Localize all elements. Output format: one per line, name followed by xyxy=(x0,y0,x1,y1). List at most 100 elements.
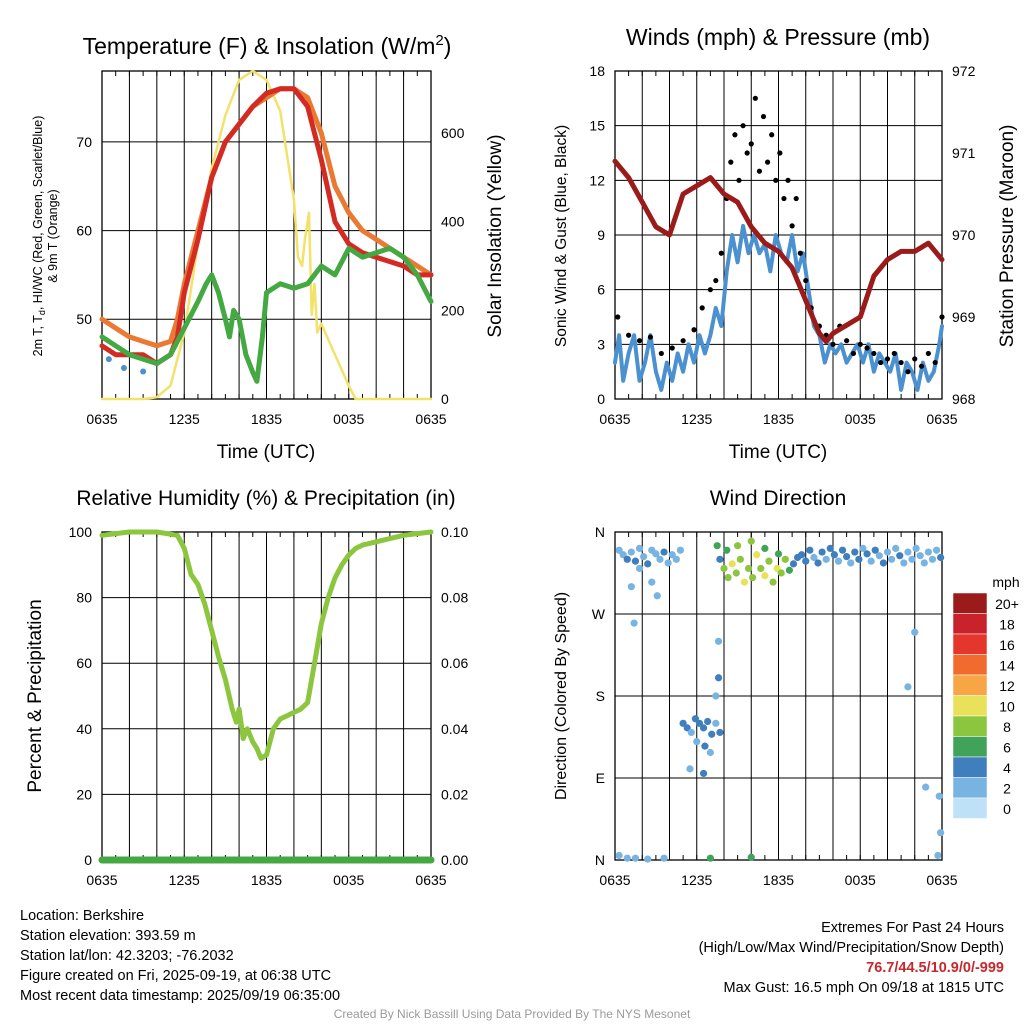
gust-dot xyxy=(740,123,746,129)
winds-x-axis-label: Time (UTC) xyxy=(729,442,828,463)
legend-label: 14 xyxy=(999,658,1015,674)
humidity-y-tick-label-left: 20 xyxy=(76,786,92,802)
winds-y-tick-label-right: 968 xyxy=(952,391,976,407)
wind-direction-point xyxy=(687,728,695,737)
gust-dot xyxy=(626,332,632,338)
legend-label: 20+ xyxy=(995,596,1019,612)
wind-direction-point xyxy=(892,544,900,553)
wind-direction-point xyxy=(728,560,736,568)
wind-direction-point xyxy=(875,552,883,560)
wind-direction-point xyxy=(753,551,761,559)
gust-dot xyxy=(777,150,783,156)
wind-direction-point xyxy=(630,619,638,627)
temperature-panel-title: Temperature (F) & Insolation (W/m2) xyxy=(83,32,452,59)
gust-dot xyxy=(932,359,938,366)
wind-direction-point xyxy=(640,553,648,561)
wind-direction-point xyxy=(806,546,814,554)
wind-direction-point xyxy=(713,542,721,550)
wind-direction-point xyxy=(648,578,656,586)
wind-chill-dot xyxy=(120,364,127,371)
wind-chill-dot xyxy=(140,368,147,375)
wind-direction-point xyxy=(627,548,635,556)
legend-label: 16 xyxy=(999,637,1015,653)
gust-dot xyxy=(905,369,911,375)
wind-direction-point xyxy=(740,578,749,586)
wind-direction-point xyxy=(904,548,912,556)
location-text: Location: Berkshire xyxy=(20,908,145,924)
wind-direction-point xyxy=(644,855,652,863)
winds-x-tick-label: 1835 xyxy=(763,411,794,427)
humidity-y-axis-label: Percent & Precipitation xyxy=(25,599,46,792)
wind-direction-point xyxy=(879,559,888,567)
legend-swatch xyxy=(952,777,988,799)
wind-direction-point xyxy=(932,546,941,554)
humidity-x-tick-label: 0635 xyxy=(86,872,117,888)
legend-swatch xyxy=(952,715,988,737)
wind-direction-point xyxy=(847,559,855,567)
gust-dot xyxy=(918,363,925,369)
wind-direction-panel: Wind Direction Direction (Colored By Spe… xyxy=(553,487,1020,888)
wind-direction-point xyxy=(887,555,896,563)
temperature-y-axis-label-left: 2m T, Td, HI/WC (Red, Green, Scarlet/Blu… xyxy=(31,116,47,357)
winds-y-tick-label-right: 971 xyxy=(952,145,976,161)
wind-direction-point xyxy=(706,748,714,757)
wind-direction-point xyxy=(810,553,818,562)
legend-swatch xyxy=(952,674,988,696)
legend-label: 2 xyxy=(1003,781,1011,797)
extremes-values: 76.7/44.5/10.9/0/-999 xyxy=(866,960,1004,976)
max-gust-text: Max Gust: 16.5 mph On 09/18 at 1815 UTC xyxy=(723,980,1004,996)
gust-dot xyxy=(691,327,697,333)
gust-dot xyxy=(736,177,742,183)
wind-direction-point xyxy=(789,560,798,568)
wind-direction-point xyxy=(714,674,723,682)
wind-direction-point xyxy=(916,552,924,560)
winds-y-tick-label-left: 12 xyxy=(589,172,605,188)
wind-direction-panel-title: Wind Direction xyxy=(710,487,847,510)
humidity-y-tick-label-right: 0.06 xyxy=(441,655,468,671)
wind-direction-point xyxy=(774,550,783,558)
legend-label: 10 xyxy=(999,699,1015,715)
wind-direction-point xyxy=(672,555,680,563)
legend-swatch xyxy=(952,756,988,778)
wind-chill-dot xyxy=(105,356,112,363)
wind-direction-point xyxy=(838,546,847,554)
gust-dot xyxy=(760,113,767,120)
wind-direction-point xyxy=(699,724,708,732)
winds-x-tick-label: 1235 xyxy=(681,411,712,427)
wind-direction-point xyxy=(822,555,830,563)
wind-direction-y-tick-label-left: N xyxy=(595,524,605,540)
wind-direction-point xyxy=(765,557,773,565)
gust-dot xyxy=(647,334,654,340)
wind-direction-point xyxy=(644,560,652,568)
wind-direction-point xyxy=(712,692,720,700)
wind-direction-point xyxy=(716,555,724,563)
wind-direction-point xyxy=(693,737,701,746)
wind-direction-point xyxy=(911,628,919,636)
sonic-wind-line xyxy=(613,223,944,392)
temperature-x-axis-label: Time (UTC) xyxy=(217,442,316,463)
temperature-x-tick-label: 0035 xyxy=(333,411,364,427)
wind-direction-point xyxy=(830,551,838,559)
wind-direction-point xyxy=(716,728,724,737)
winds-y-tick-label-right: 970 xyxy=(952,227,976,243)
wind-direction-point xyxy=(777,569,785,577)
wind-direction-point xyxy=(736,555,744,563)
station-info: Location: Berkshire Station elevation: 3… xyxy=(20,906,340,1006)
wind-direction-point xyxy=(908,555,916,563)
humidity-panel: Relative Humidity (%) & Precipitation (i… xyxy=(25,487,468,888)
wind-direction-point xyxy=(664,559,672,567)
humidity-x-tick-label: 1835 xyxy=(251,872,282,888)
gust-dot xyxy=(752,95,758,101)
gust-dot xyxy=(636,338,643,344)
wind-direction-point xyxy=(859,544,867,553)
gust-dot xyxy=(658,350,664,357)
legend-swatch xyxy=(952,695,988,717)
temperature-y-tick-label-right: 600 xyxy=(441,125,465,141)
wind-direction-point xyxy=(744,564,753,573)
wind-direction-point xyxy=(851,548,859,556)
winds-y-tick-label-left: 3 xyxy=(597,336,605,352)
wind-direction-point xyxy=(615,851,623,860)
temperature-y-axis-label-left-line2: & 9m T (Orange) xyxy=(46,189,60,282)
wind-direction-point xyxy=(802,557,810,565)
